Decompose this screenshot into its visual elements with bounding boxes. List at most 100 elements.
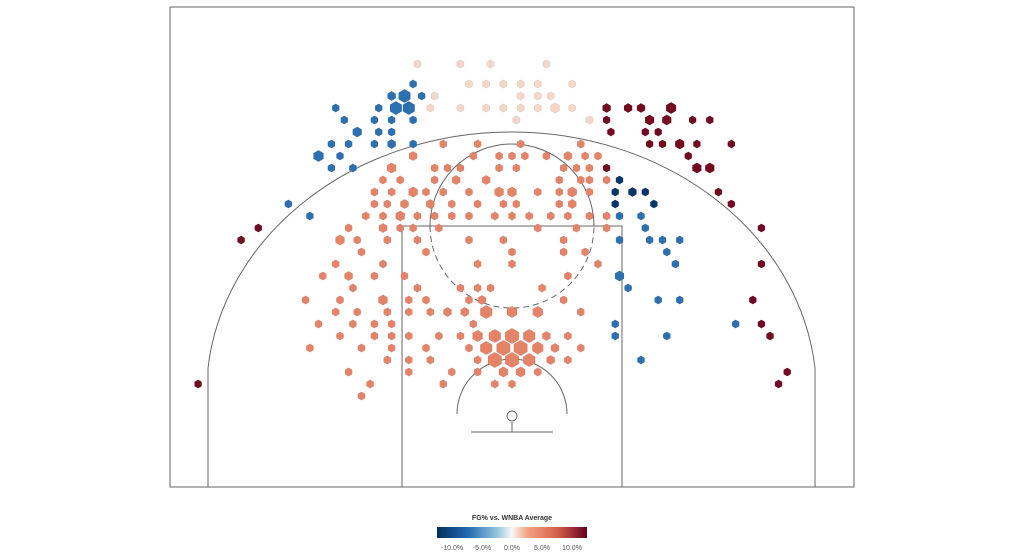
hexbin-121	[425, 199, 435, 209]
hexbin-198	[336, 295, 344, 305]
hexbin-220	[349, 319, 357, 329]
hexbin-48	[607, 127, 615, 137]
hexbin-30	[602, 103, 611, 113]
hexbin-254	[487, 351, 502, 369]
hexbin-166	[559, 235, 568, 245]
hexbin-81	[443, 163, 452, 173]
hexbin-5	[465, 79, 473, 89]
hexbin-127	[567, 199, 577, 209]
free-throw-circle-top	[429, 143, 595, 227]
hexbin-224	[611, 319, 620, 329]
hexbin-179	[473, 259, 482, 269]
legend-tick-label: -10.0%	[440, 545, 464, 552]
hexbin-167	[615, 235, 624, 245]
hexbin-86	[572, 163, 581, 173]
hexbin-272	[439, 379, 448, 389]
hexbin-112	[585, 187, 594, 197]
hexbin-17	[546, 91, 555, 101]
hexbin-74	[581, 151, 589, 161]
hexbin-75	[594, 151, 602, 161]
hexbin-271	[366, 379, 374, 389]
hexbin-192	[456, 283, 465, 293]
hexbin-142	[546, 211, 555, 221]
hexbin-63	[693, 139, 701, 149]
hexbin-116	[714, 187, 723, 197]
hexbin-251	[550, 343, 560, 353]
hexbin-228	[370, 331, 379, 341]
hexbin-85	[559, 163, 568, 173]
hexbin-12	[398, 88, 411, 104]
hexbin-88	[602, 163, 611, 173]
hexbin-240	[662, 331, 671, 341]
hexbin-66	[336, 151, 344, 161]
hexbin-14	[430, 91, 439, 101]
legend-colorbar	[437, 527, 587, 538]
hexbin-193	[473, 283, 482, 293]
hexbin-216	[506, 306, 518, 318]
hexbin-206	[675, 295, 684, 305]
hexbin-249	[513, 339, 528, 357]
hexbin-202	[465, 295, 473, 305]
hexbin-13	[417, 91, 426, 101]
hexbin-223	[469, 319, 478, 329]
hexbin-187	[400, 271, 409, 281]
hexbin-227	[336, 331, 344, 341]
hexbin-3	[542, 59, 551, 69]
hexbin-242	[306, 343, 314, 353]
hexbin-173	[508, 247, 516, 257]
hexbin-15	[516, 91, 525, 101]
hexbin-36	[387, 115, 396, 125]
hexbin-148	[254, 223, 263, 233]
hexbin-276	[508, 379, 516, 389]
hexbin-51	[327, 139, 336, 149]
hexbin-100	[615, 175, 624, 185]
hexbin-236	[523, 328, 536, 344]
hexbin-78	[349, 163, 357, 173]
hexbin-58	[516, 139, 525, 149]
hexbin-164	[465, 235, 473, 245]
hexbin-24	[482, 103, 491, 113]
rim	[506, 410, 518, 422]
hexbin-243	[357, 343, 366, 353]
hexbin-72	[542, 151, 551, 161]
hexbin-106	[465, 187, 473, 197]
hexbin-183	[757, 259, 766, 269]
hexbin-77	[327, 163, 336, 173]
hexbin-111	[567, 186, 577, 198]
hexbin-50	[654, 127, 663, 137]
hexbin-8	[516, 79, 525, 89]
hexbin-201	[422, 295, 430, 305]
hexbin-2	[486, 59, 495, 69]
hexbin-60	[645, 139, 654, 149]
hexbin-67	[408, 151, 418, 161]
hexbin-219	[314, 319, 323, 329]
hexbin-170	[675, 235, 684, 245]
hexbin-70	[508, 151, 516, 161]
hexbin-1	[456, 59, 465, 69]
hexbin-197	[301, 295, 310, 305]
hexbin-200	[404, 295, 413, 305]
hexbin-20	[389, 100, 403, 116]
hexbin-125	[512, 199, 521, 209]
hexbin-120	[400, 199, 409, 209]
hexbin-0	[413, 59, 422, 69]
hexbin-47	[387, 127, 396, 137]
paint	[401, 225, 623, 488]
hexbin-129	[650, 199, 658, 209]
hexbin-153	[435, 223, 443, 233]
hexbin-258	[564, 355, 572, 365]
hexbin-139	[490, 211, 499, 221]
hexbin-115	[641, 187, 650, 197]
hexbin-248	[496, 339, 511, 357]
hexbin-175	[581, 247, 589, 257]
legend-title: FG% vs. WNBA Average	[471, 515, 553, 522]
hexbin-199	[378, 294, 388, 306]
hexbin-43	[688, 115, 697, 125]
hexbin-162	[383, 235, 392, 245]
hexbin-124	[499, 199, 508, 209]
hexbin-132	[361, 211, 370, 221]
hexbin-110	[555, 187, 564, 197]
hexbin-259	[383, 355, 392, 365]
hexbin-28	[550, 102, 560, 114]
